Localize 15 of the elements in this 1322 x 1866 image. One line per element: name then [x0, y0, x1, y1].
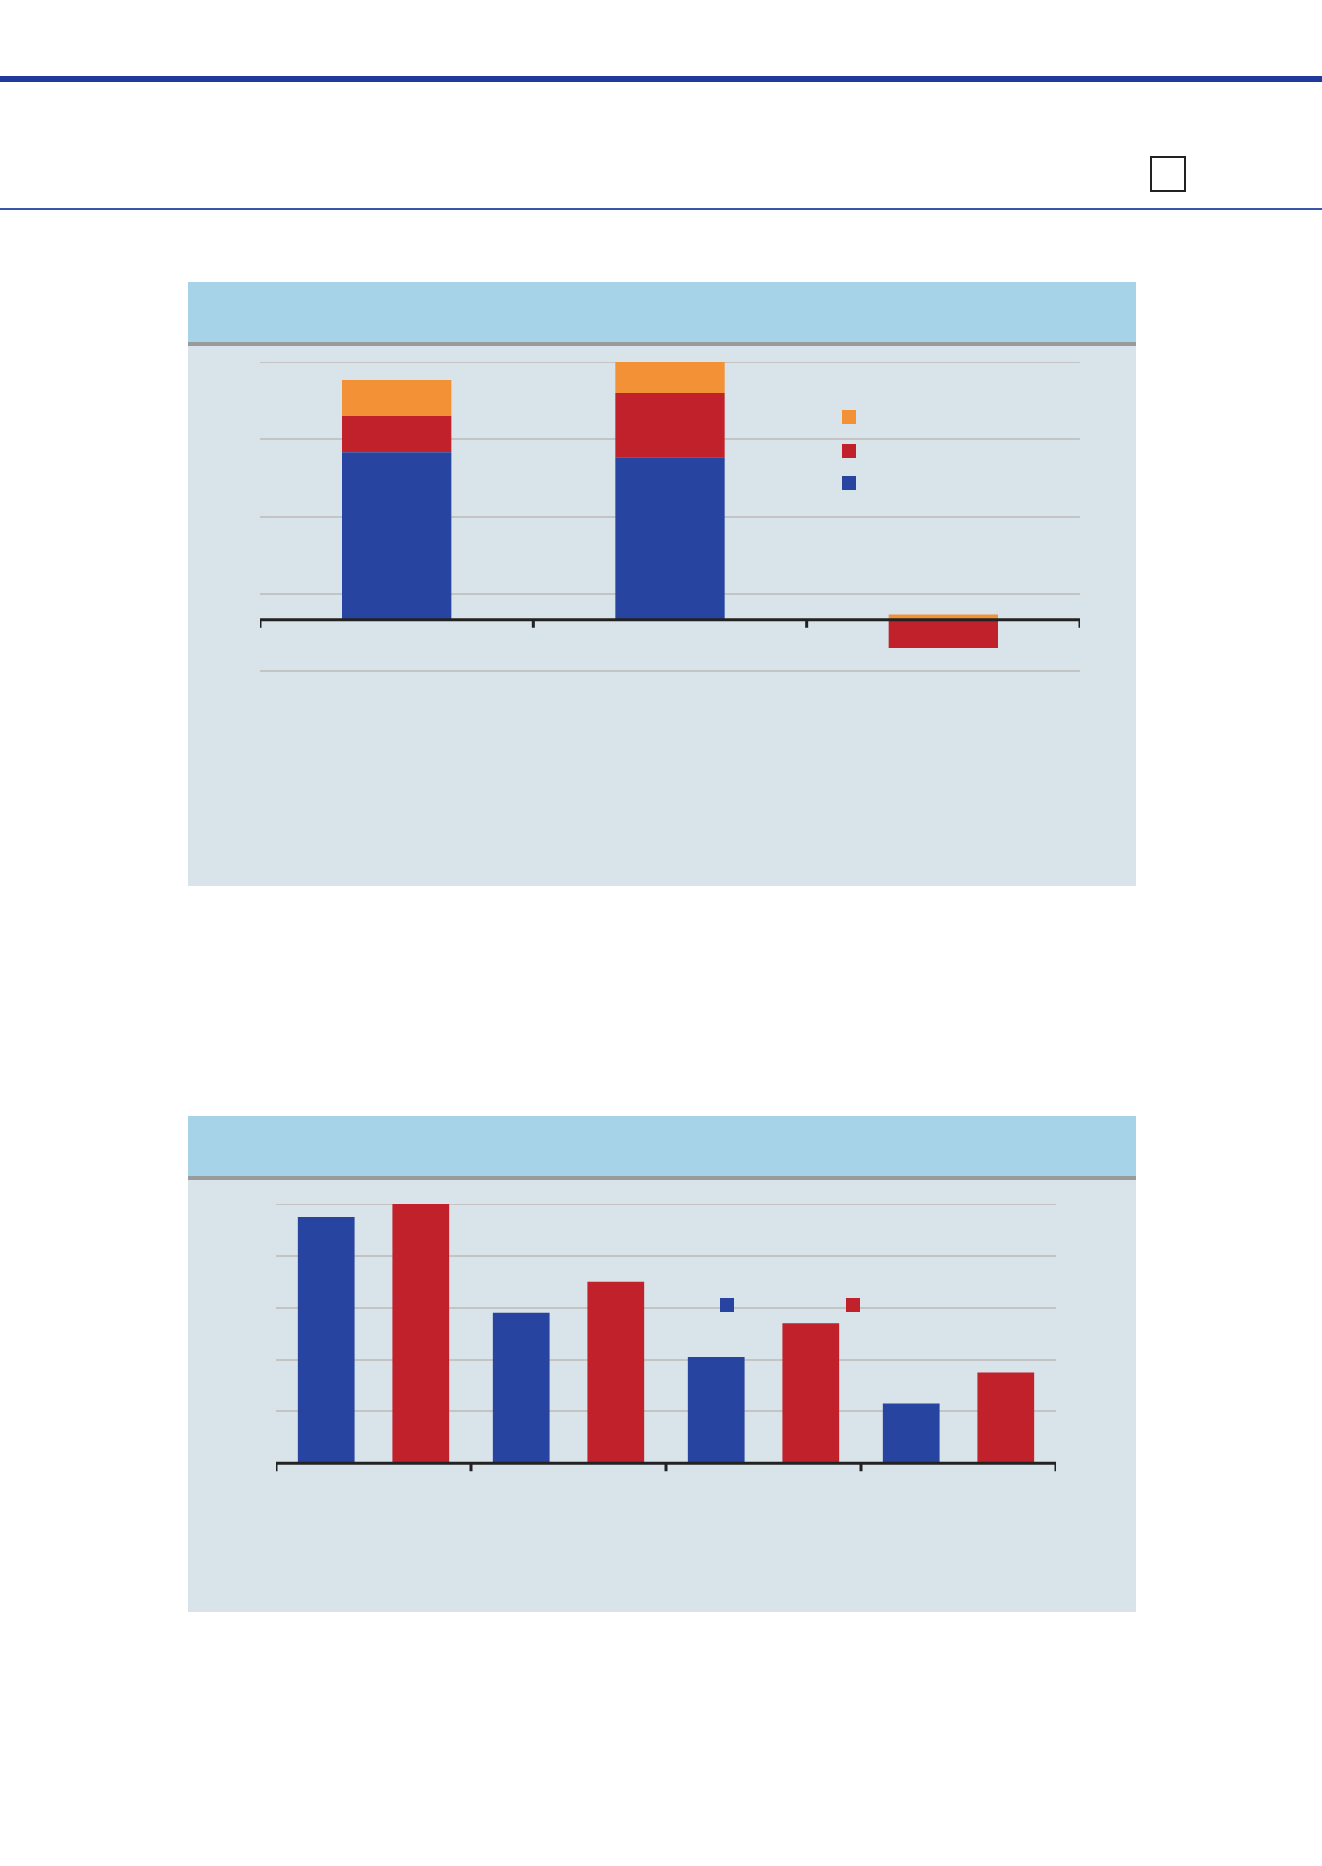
bar [342, 380, 452, 417]
bar [687, 1356, 745, 1463]
bar [392, 1204, 450, 1463]
bar [297, 1216, 355, 1463]
bar [342, 416, 452, 453]
bar [977, 1372, 1035, 1463]
bar [615, 457, 725, 620]
bar [882, 1403, 940, 1463]
bar [615, 392, 725, 458]
bar [615, 362, 725, 393]
bar [888, 619, 998, 649]
bar [492, 1312, 550, 1463]
bar [342, 452, 452, 620]
bar [587, 1281, 645, 1463]
bar [782, 1323, 840, 1463]
